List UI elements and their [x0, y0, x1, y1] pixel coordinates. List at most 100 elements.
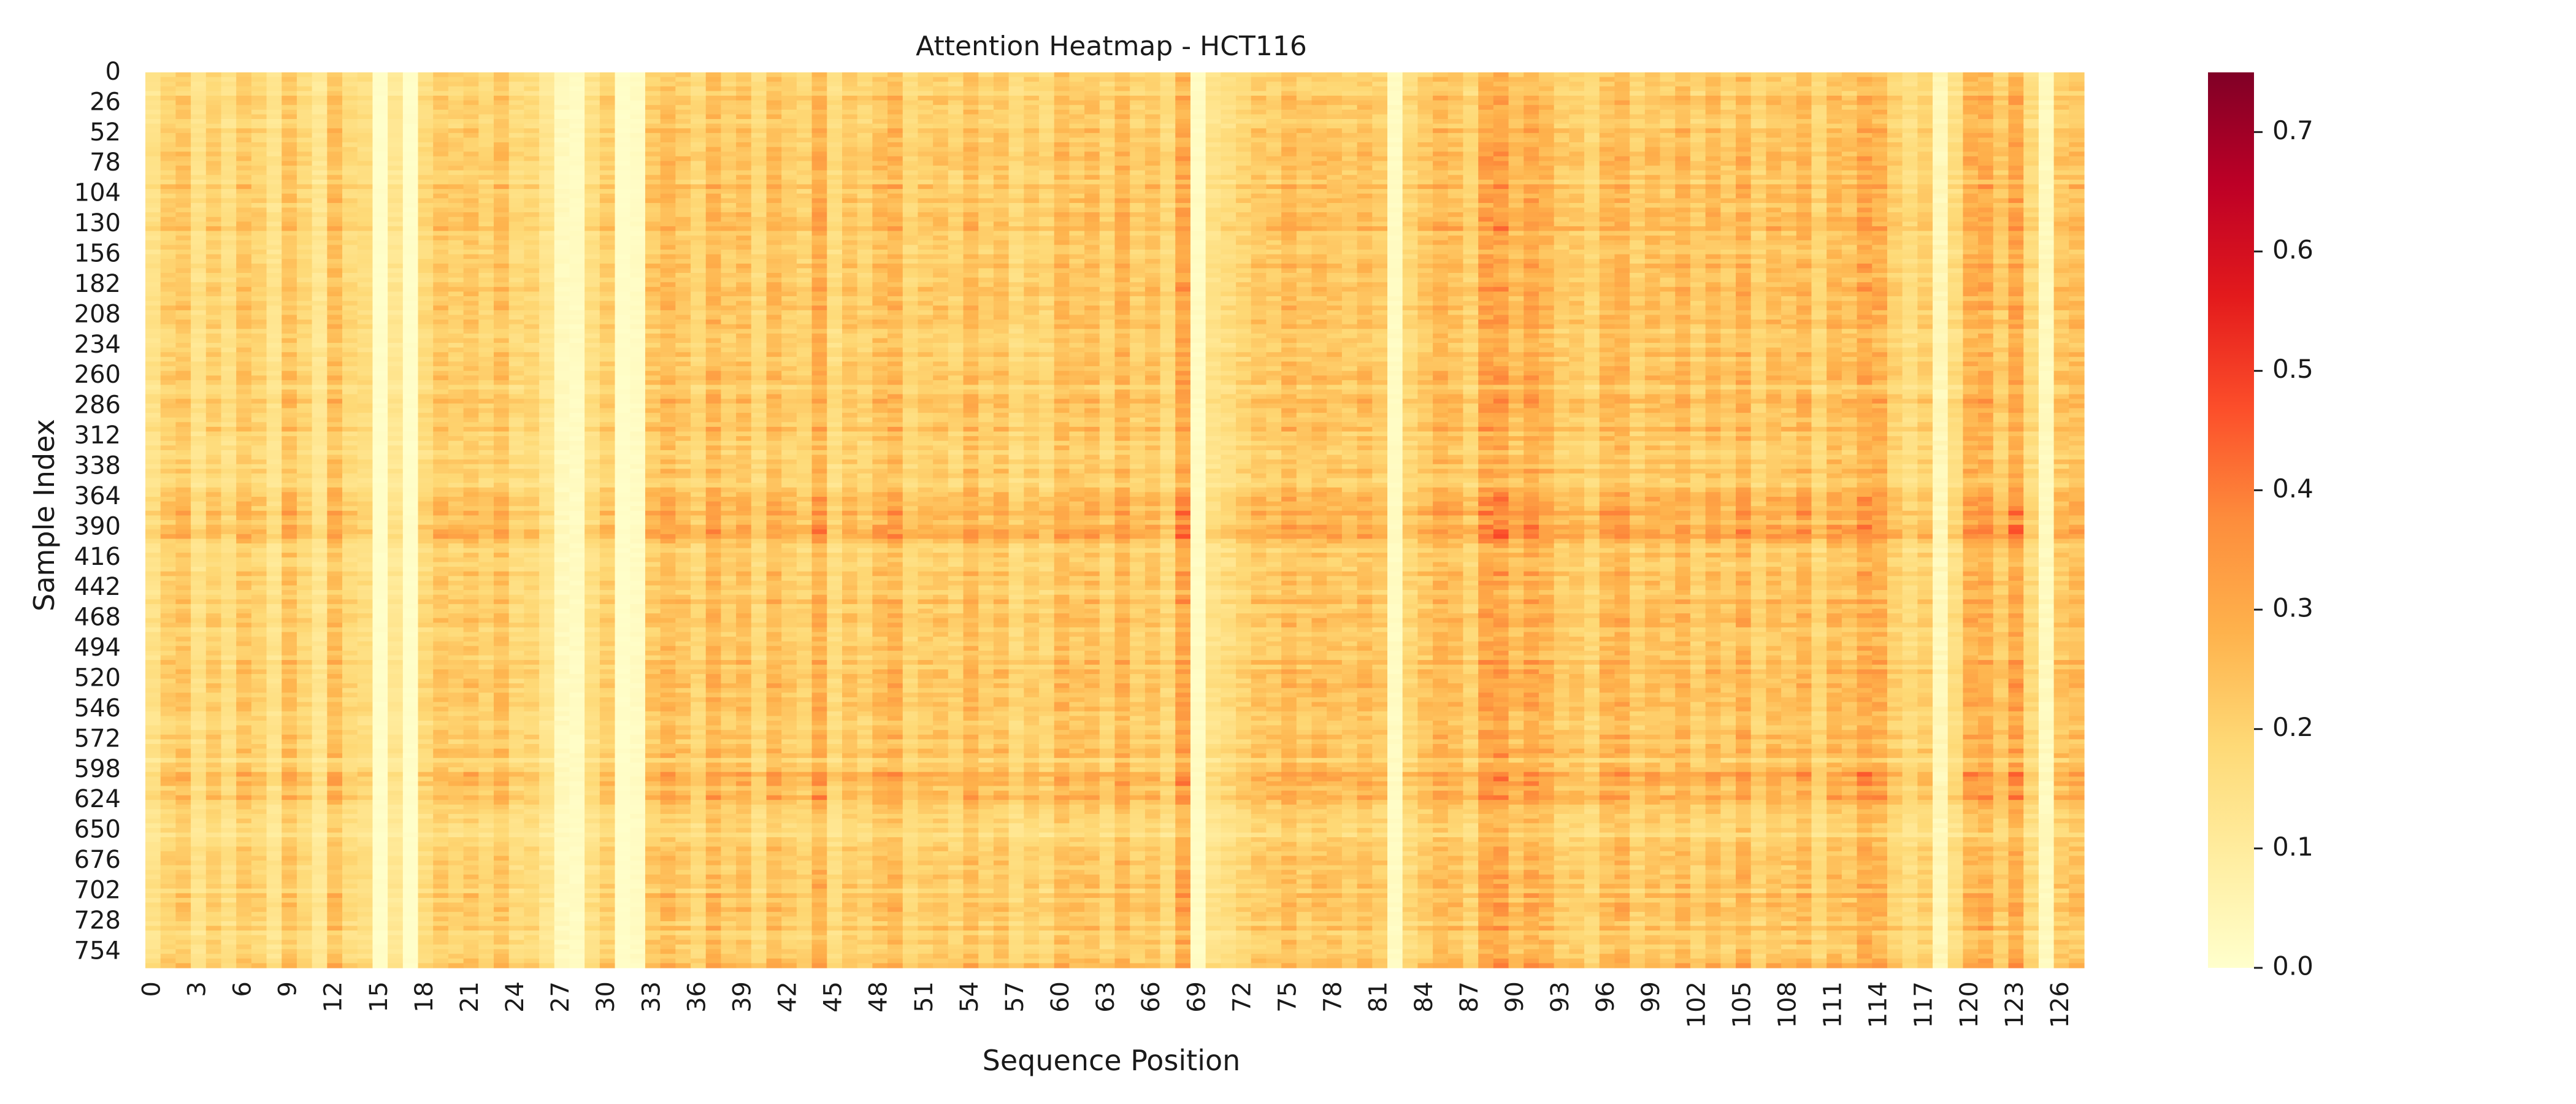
heatmap-cell: [175, 320, 191, 324]
heatmap-cell: [464, 175, 479, 180]
heatmap-cell: [161, 91, 176, 96]
heatmap-cell: [372, 525, 388, 530]
heatmap-cell: [478, 828, 494, 833]
heatmap-cell: [464, 185, 479, 190]
heatmap-cell: [494, 539, 509, 543]
heatmap-cell: [358, 175, 373, 180]
heatmap-cell: [312, 506, 328, 511]
heatmap-cell: [524, 404, 539, 408]
heatmap-cell: [251, 142, 267, 147]
heatmap-cell: [494, 935, 509, 940]
heatmap-cell: [221, 534, 236, 539]
heatmap-cell: [221, 954, 236, 959]
heatmap-cell: [236, 488, 251, 493]
heatmap-cell: [358, 702, 373, 707]
heatmap-cell: [236, 828, 251, 833]
heatmap-cell: [327, 716, 342, 721]
heatmap-cell: [282, 692, 297, 697]
heatmap-cell: [145, 259, 161, 264]
heatmap-cell: [448, 851, 464, 856]
heatmap-cell: [267, 800, 282, 805]
heatmap-cell: [191, 105, 206, 110]
heatmap-cell: [418, 581, 434, 586]
heatmap-cell: [175, 198, 191, 203]
heatmap-cell: [448, 930, 464, 935]
heatmap-cell: [161, 707, 176, 711]
heatmap-cell: [191, 478, 206, 483]
heatmap-cell: [161, 851, 176, 856]
heatmap-cell: [297, 198, 312, 203]
heatmap-cell: [494, 846, 509, 851]
heatmap-cell: [388, 338, 403, 343]
heatmap-cell: [403, 305, 418, 310]
heatmap-cell: [448, 329, 464, 334]
heatmap-cell: [464, 450, 479, 455]
heatmap-cell: [206, 553, 221, 558]
heatmap-cell: [388, 96, 403, 101]
heatmap-cell: [175, 954, 191, 959]
heatmap-cell: [297, 133, 312, 138]
heatmap-cell: [161, 511, 176, 516]
heatmap-cell: [327, 572, 342, 577]
heatmap-cell: [161, 137, 176, 142]
heatmap-cell: [161, 735, 176, 740]
heatmap-cell: [509, 161, 524, 166]
heatmap-cell: [221, 203, 236, 208]
heatmap-cell: [342, 422, 358, 427]
heatmap-cell: [267, 795, 282, 800]
heatmap-cell: [464, 418, 479, 423]
heatmap-cell: [327, 595, 342, 600]
heatmap-cell: [524, 767, 539, 772]
heatmap-cell: [494, 380, 509, 385]
heatmap-cell: [297, 795, 312, 800]
heatmap-cell: [267, 604, 282, 609]
heatmap-cell: [524, 282, 539, 287]
heatmap-cell: [267, 656, 282, 661]
heatmap-cell: [464, 291, 479, 296]
heatmap-cell: [236, 441, 251, 446]
heatmap-cell: [388, 77, 403, 82]
heatmap-cell: [161, 842, 176, 847]
heatmap-cell: [448, 180, 464, 185]
heatmap-cell: [418, 679, 434, 684]
heatmap-cell: [236, 553, 251, 558]
heatmap-cell: [464, 795, 479, 800]
heatmap-cell: [358, 870, 373, 875]
heatmap-cell: [282, 338, 297, 343]
heatmap-cell: [282, 627, 297, 632]
heatmap-cell: [403, 413, 418, 418]
heatmap-cell: [327, 828, 342, 833]
heatmap-cell: [297, 739, 312, 744]
heatmap-cell: [175, 208, 191, 213]
heatmap-cell: [206, 161, 221, 166]
heatmap-cell: [464, 245, 479, 250]
heatmap-cell: [161, 119, 176, 124]
heatmap-cell: [327, 361, 342, 366]
heatmap-cell: [358, 296, 373, 301]
heatmap-cell: [372, 656, 388, 661]
heatmap-cell: [191, 889, 206, 894]
heatmap-cell: [524, 786, 539, 791]
heatmap-cell: [433, 221, 448, 226]
heatmap-cell: [282, 151, 297, 156]
heatmap-cell: [327, 315, 342, 320]
heatmap-cell: [388, 726, 403, 730]
heatmap-cell: [524, 473, 539, 478]
heatmap-cell: [161, 800, 176, 805]
heatmap-cell: [251, 562, 267, 567]
heatmap-cell: [161, 776, 176, 781]
heatmap-cell: [267, 137, 282, 142]
heatmap-cell: [191, 930, 206, 935]
heatmap-cell: [206, 688, 221, 693]
heatmap-cell: [464, 478, 479, 483]
heatmap-cell: [251, 627, 267, 632]
heatmap-cell: [388, 632, 403, 637]
heatmap-cell: [448, 82, 464, 86]
heatmap-cell: [418, 478, 434, 483]
heatmap-cell: [358, 366, 373, 371]
heatmap-cell: [358, 576, 373, 581]
heatmap-cell: [221, 880, 236, 884]
heatmap-cell: [478, 884, 494, 889]
heatmap-cell: [191, 525, 206, 530]
heatmap-cell: [372, 642, 388, 646]
